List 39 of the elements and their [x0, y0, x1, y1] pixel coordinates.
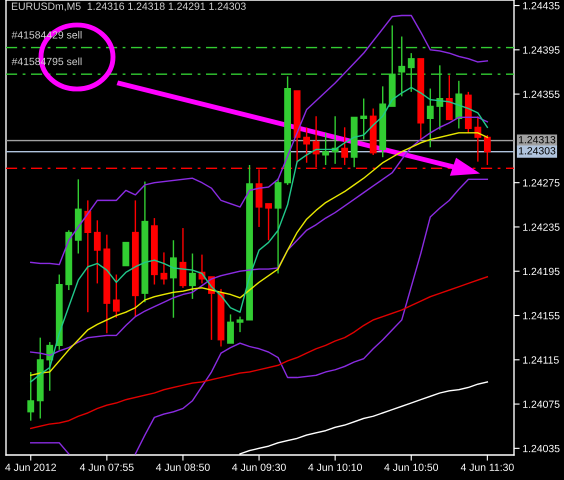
y-tick-label: 1.24235: [523, 223, 560, 231]
candlestick: [265, 203, 272, 241]
ref-line-label: 1.24313: [518, 136, 556, 144]
x-tick-label: 4 Jun 11:30: [460, 464, 514, 471]
candlestick: [112, 274, 120, 318]
x-tick-label: 4 Jun 10:10: [308, 464, 362, 471]
candlestick: [170, 240, 177, 318]
candlestick: [360, 98, 368, 140]
y-tick-label: 1.24075: [523, 400, 560, 408]
y-tick-label: 1.24435: [523, 2, 560, 10]
candlestick: [94, 220, 101, 284]
line-series: [30, 276, 488, 430]
candlestick: [236, 316, 244, 333]
x-tick-label: 4 Jun 2012: [5, 464, 56, 471]
candlestick: [180, 227, 186, 289]
x-tick-label: 4 Jun 08:50: [156, 464, 210, 471]
x-tick-label: 4 Jun 07:55: [80, 464, 134, 471]
chart-title: EURUSDm,M5 1.24316 1.24318 1.24291 1.24303: [12, 2, 246, 12]
y-tick-label: 1.24355: [523, 90, 560, 98]
candlestick: [341, 126, 348, 166]
y-tick-label: 1.24115: [523, 356, 559, 364]
candlestick: [27, 371, 34, 422]
candlestick: [160, 252, 168, 286]
candlestick: [122, 242, 130, 266]
candlestick: [484, 134, 491, 166]
candlestick: [189, 252, 196, 300]
candlestick: [303, 126, 310, 164]
candlestick: [426, 88, 434, 148]
ref-line-label: 1.24303: [518, 147, 556, 154]
y-tick-label: 1.24155: [523, 312, 560, 320]
line-series: [30, 86, 488, 383]
y-tick-label: 1.24035: [523, 444, 560, 452]
y-tick-label: 1.24195: [523, 268, 560, 276]
candlestick: [227, 314, 234, 344]
x-tick-label: 4 Jun 09:30: [232, 464, 286, 471]
candlestick: [322, 132, 330, 166]
y-tick-label: 1.24395: [523, 46, 560, 54]
y-tick-label: 1.24275: [523, 179, 560, 187]
x-tick-label: 4 Jun 10:50: [384, 464, 438, 471]
